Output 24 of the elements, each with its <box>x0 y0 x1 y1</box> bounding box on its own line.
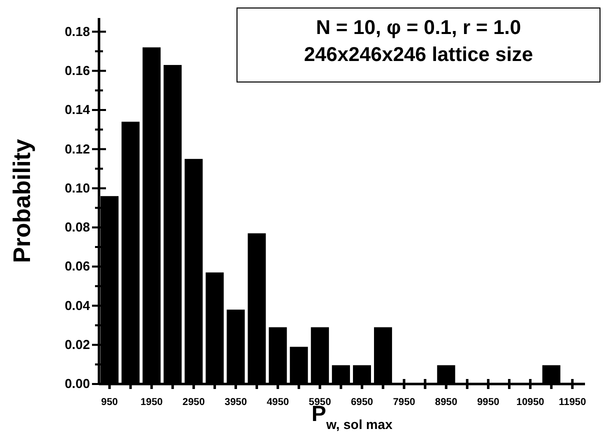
y-tick-label: 0.12 <box>64 141 90 156</box>
x-tick-label: 10950 <box>516 397 545 408</box>
x-tick-label: 11950 <box>558 397 586 408</box>
y-tick-label: 0.02 <box>64 337 90 352</box>
x-tick-label: 8950 <box>435 397 458 408</box>
x-tick-label: 950 <box>101 397 118 408</box>
y-tick-label: 0.18 <box>64 24 90 39</box>
x-tick-label: 3950 <box>224 397 248 408</box>
x-tick-label: 7950 <box>392 397 416 408</box>
x-tick-label: 6950 <box>350 397 374 408</box>
x-tick-label: 4950 <box>266 397 290 408</box>
x-tick-label: 2950 <box>182 397 206 408</box>
y-tick-label: 0.14 <box>64 102 91 118</box>
y-tick-label: 0.06 <box>64 258 90 274</box>
y-axis-title: Probability <box>9 138 36 264</box>
annotation: 246x246x246 lattice size <box>304 44 534 66</box>
y-tick-label: 0.00 <box>64 376 90 392</box>
annotation: N = 10, φ = 0.1, r = 1.0 <box>316 17 521 39</box>
x-tick-label: 9950 <box>477 397 500 408</box>
x-tick-label: 1950 <box>140 397 164 408</box>
y-tick-label: 0.10 <box>64 180 90 196</box>
y-tick-label: 0.04 <box>64 298 91 313</box>
y-tick-label: 0.08 <box>64 220 90 235</box>
y-tick-label: 0.16 <box>64 63 90 78</box>
